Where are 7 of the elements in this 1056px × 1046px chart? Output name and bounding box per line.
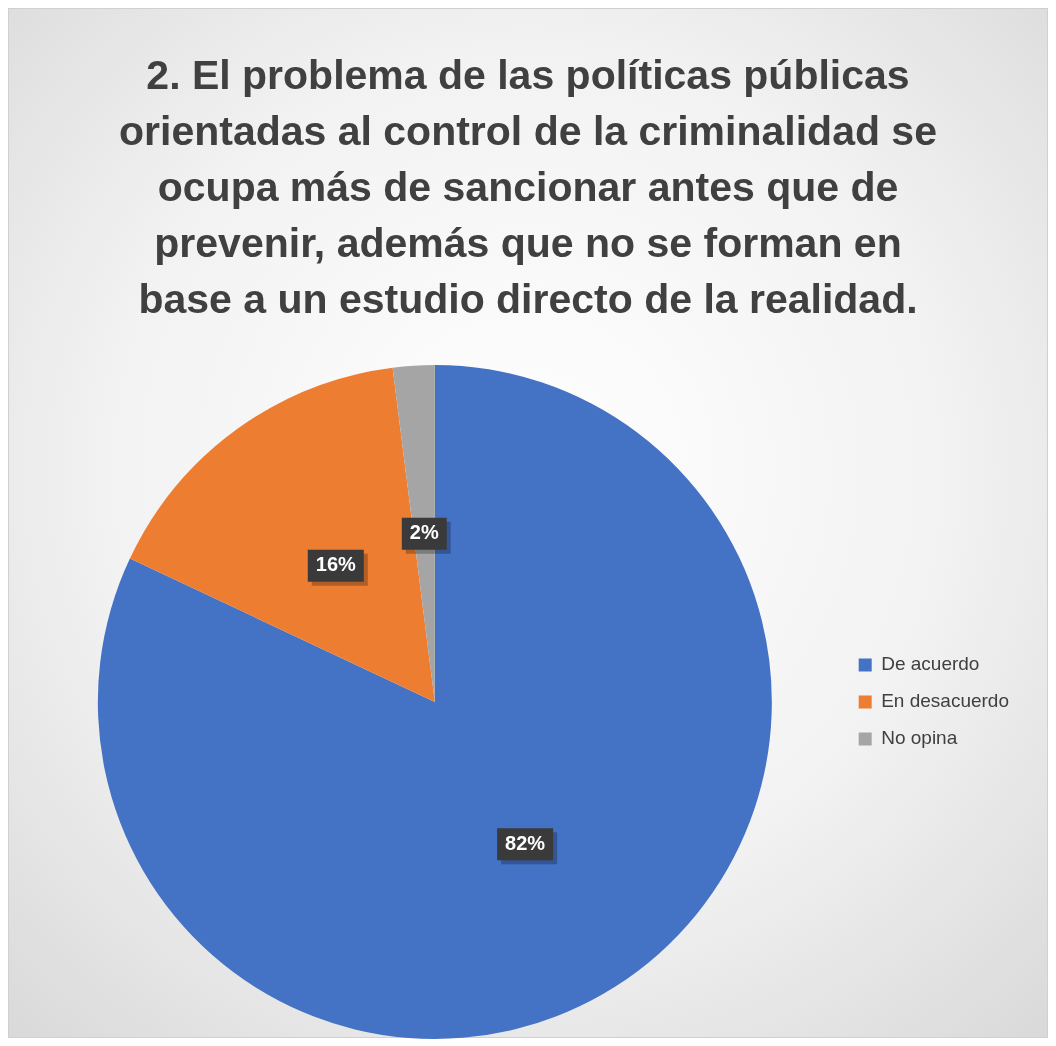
chart-title: 2. El problema de las políticas públicas orientadas al control de la criminalidad se ocupa más de sancionar antes que de prevenir, además que no se forman en base a un estudio directo de la realidad. <box>118 51 938 324</box>
data-label: 16% <box>315 553 357 576</box>
legend-label: De acuerdo <box>881 653 980 675</box>
data-label: 82% <box>505 831 546 854</box>
legend-label: En desacuerdo <box>881 690 1010 712</box>
data-label: 2% <box>409 521 439 544</box>
legend-label: No opina <box>881 727 958 749</box>
